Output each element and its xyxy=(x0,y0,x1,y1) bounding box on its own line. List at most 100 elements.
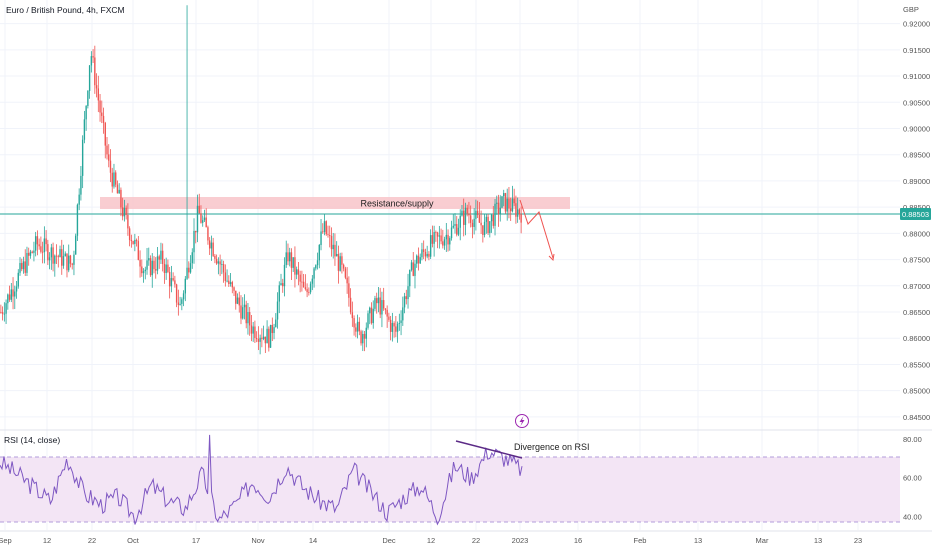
candle-body xyxy=(327,234,329,236)
candle-body xyxy=(501,196,503,208)
rsi-tick-label: 60.00 xyxy=(903,474,922,483)
candle-body xyxy=(419,257,421,264)
candle-body xyxy=(315,265,317,269)
candle-body xyxy=(12,289,14,297)
candle-body xyxy=(106,145,108,155)
candle-body xyxy=(94,57,96,86)
candle-body xyxy=(442,241,444,246)
candle-body xyxy=(181,299,183,304)
candle-body xyxy=(186,267,188,279)
current-price-tag: 0.88503 xyxy=(900,208,931,220)
candle-body xyxy=(109,160,112,173)
time-tick-label: Dec xyxy=(382,536,396,545)
candle-body xyxy=(405,296,407,300)
candle-body xyxy=(33,250,35,253)
candle-body xyxy=(101,112,103,116)
candle-body xyxy=(34,236,37,251)
candle-body xyxy=(15,286,18,292)
candle-body xyxy=(332,244,334,250)
candle-body xyxy=(369,307,371,314)
candle-body xyxy=(189,263,192,273)
candle-body xyxy=(339,256,341,271)
candle-body xyxy=(388,316,390,320)
candle-body xyxy=(214,255,216,259)
candle-body xyxy=(266,328,268,344)
candle-body xyxy=(155,269,157,271)
candle-body xyxy=(454,224,456,226)
candle-body xyxy=(55,255,58,257)
candle-body xyxy=(469,215,472,223)
candle-body xyxy=(14,291,16,297)
candle-body xyxy=(175,284,178,303)
candle-body xyxy=(8,294,11,300)
candle-body xyxy=(395,326,397,332)
candle-body xyxy=(508,198,510,209)
candle-body xyxy=(464,207,467,225)
candle-body xyxy=(219,261,221,265)
candle-body xyxy=(457,227,460,235)
candle-body xyxy=(273,327,275,334)
candle-body xyxy=(177,302,180,305)
candle-body xyxy=(205,217,207,228)
candle-body xyxy=(367,313,369,328)
price-tick-label: 0.88000 xyxy=(903,229,930,238)
candle-body xyxy=(463,210,465,225)
candle-body xyxy=(506,198,508,212)
candle-body xyxy=(384,308,387,310)
candle-body xyxy=(10,289,13,300)
candle-body xyxy=(233,287,235,291)
candle-body xyxy=(342,264,345,269)
candle-body xyxy=(137,241,140,260)
time-tick-label: 13 xyxy=(694,536,702,545)
price-tick-label: 0.91500 xyxy=(903,46,930,55)
candle-body xyxy=(212,242,214,256)
candle-body xyxy=(509,208,512,212)
candle-body xyxy=(365,327,367,339)
candle-body xyxy=(269,324,272,348)
candle-body xyxy=(125,207,127,215)
candle-body xyxy=(61,249,63,266)
candle-body xyxy=(435,232,437,233)
candle-body xyxy=(43,238,46,253)
candle-body xyxy=(215,258,218,264)
candle-body xyxy=(245,304,247,324)
candle-body xyxy=(252,326,254,334)
candle-body xyxy=(229,282,232,285)
candle-body xyxy=(376,298,378,304)
candle-body xyxy=(299,274,301,282)
candle-body xyxy=(268,328,270,348)
candle-body xyxy=(320,231,322,245)
candle-body xyxy=(372,308,374,324)
candle-body xyxy=(104,122,106,146)
candle-body xyxy=(308,292,310,293)
candle-body xyxy=(424,251,427,257)
candle-body xyxy=(50,247,53,258)
candle-body xyxy=(262,336,265,339)
lightning-icon[interactable] xyxy=(515,414,529,428)
candle-body xyxy=(83,119,86,140)
candle-body xyxy=(247,312,249,324)
candle-body xyxy=(431,235,434,244)
candle-body xyxy=(21,263,23,270)
candle-body xyxy=(24,261,26,273)
candle-body xyxy=(452,225,454,228)
candle-body xyxy=(360,331,362,344)
candle-body xyxy=(68,255,70,271)
candle-body xyxy=(102,115,105,123)
candle-body xyxy=(398,322,401,324)
candle-body xyxy=(118,189,120,194)
candle-body xyxy=(59,249,61,258)
candle-body xyxy=(370,307,373,324)
candle-body xyxy=(344,268,347,278)
candle-body xyxy=(45,238,47,245)
candle-body xyxy=(28,252,30,256)
price-tick-label: 0.88500 xyxy=(903,203,930,212)
candle-body xyxy=(490,214,493,222)
candle-body xyxy=(40,246,42,252)
candle-body xyxy=(276,301,279,320)
candle-body xyxy=(280,283,282,286)
candle-body xyxy=(379,297,381,315)
time-tick-label: 22 xyxy=(472,536,480,545)
candle-body xyxy=(426,253,428,257)
